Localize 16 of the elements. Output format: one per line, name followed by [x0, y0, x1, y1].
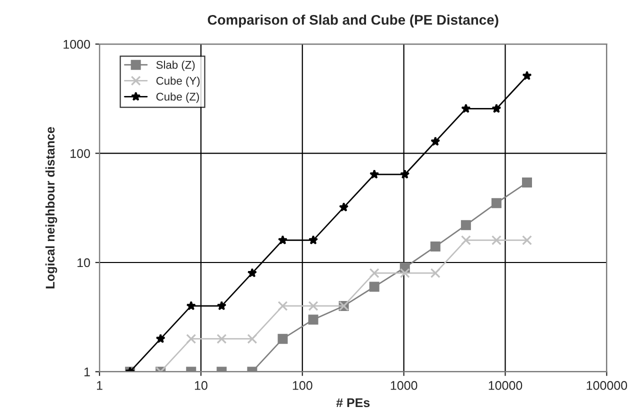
x-tick-label: 10	[194, 381, 208, 390]
y-tick-label: 100	[70, 149, 90, 158]
x-tick-label: 1000	[390, 381, 418, 390]
x-tick-label: 1	[96, 381, 102, 390]
y-tick-label: 10	[78, 258, 90, 268]
chart-title: Comparison of Slab and Cube (PE Distance)	[208, 14, 498, 28]
y-tick-label: 1	[84, 368, 90, 376]
legend-label: Cube (Z)	[156, 92, 199, 103]
y-axis-title: Logical neighbour distance	[45, 127, 58, 288]
x-tick-label: 10000	[488, 381, 522, 390]
x-tick-label: 100	[292, 381, 312, 390]
x-axis-title: # PEs	[336, 398, 370, 408]
y-tick-label: 1000	[64, 40, 90, 49]
x-tick-label: 100000	[586, 381, 628, 390]
legend-label: Slab (Z)	[156, 60, 195, 72]
legend-label: Cube (Y)	[156, 76, 200, 87]
